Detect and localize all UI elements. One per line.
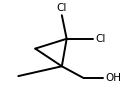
Text: OH: OH [105, 73, 121, 83]
Text: Cl: Cl [96, 34, 106, 44]
Text: Cl: Cl [57, 3, 67, 13]
